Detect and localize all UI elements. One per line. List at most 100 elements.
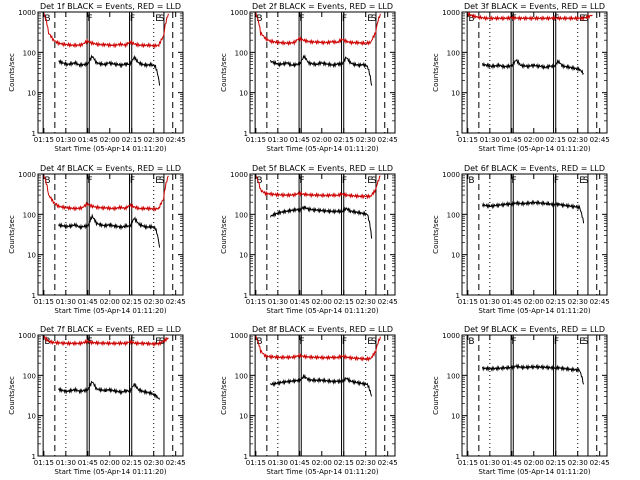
segment-marker-label: S [583,337,589,347]
x-tick-label: 01:30 [480,298,500,306]
y-tick-label: 1 [32,292,36,300]
y-axis-label: Counts/sec [220,215,228,254]
x-tick-label: 01:30 [480,459,500,467]
segment-marker-label: B [44,176,50,186]
x-tick-label: 02:45 [590,459,610,467]
y-tick-label: 100 [23,372,36,380]
y-tick-label: 100 [447,211,460,219]
x-axis-label: Start Time (05-Apr-14 01:11:20) [266,145,378,153]
x-tick-label: 02:00 [312,298,332,306]
segment-marker-label: S [159,176,165,186]
x-axis-label: Start Time (05-Apr-14 01:11:20) [266,307,378,315]
plot-frame [461,334,608,457]
y-axis-label: Counts/sec [220,376,228,415]
panel-det-6: Det 6f BLACK = Events, RED = LLD 1 10 100 10… [432,164,610,315]
segment-marker-label: B [256,337,262,347]
segment-marker-label: E [579,176,585,186]
segment-marker-label: E [155,337,161,347]
y-tick-label: 10 [239,90,248,98]
x-tick-label: 01:15 [458,136,478,144]
y-tick-label: 100 [235,49,248,57]
panel-det-8: Det 8f BLACK = Events, RED = LLD 1 10 100 10… [220,325,398,476]
x-tick-label: 02:00 [100,459,120,467]
y-tick-label: 100 [447,372,460,380]
panel-title: Det 4f BLACK = Events, RED = LLD [40,164,181,173]
segment-marker-label: F [554,176,559,186]
y-tick-label: 10 [239,413,248,421]
x-tick-label: 01:45 [290,298,310,306]
panel-det-3: Det 3f BLACK = Events, RED = LLD 1 10 100 10… [432,2,610,153]
y-tick-label: 10 [27,90,36,98]
x-tick-label: 02:45 [378,136,398,144]
segment-marker-label: E [155,14,161,24]
x-tick-label: 02:30 [356,136,376,144]
y-tick-label: 1000 [18,332,36,340]
plot-frame [37,173,184,296]
panel-title: Det 5f BLACK = Events, RED = LLD [252,164,393,173]
segment-marker-label: B [256,14,262,24]
segment-marker-label: E [367,176,373,186]
y-axis-label: Counts/sec [8,376,16,415]
x-tick-label: 02:45 [378,459,398,467]
y-axis-label: Counts/sec [220,53,228,92]
plot-frame [249,11,396,134]
x-tick-label: 01:15 [246,136,266,144]
y-tick-label: 10 [451,90,460,98]
segment-marker-label: B [468,176,474,186]
panel-title: Det 2f BLACK = Events, RED = LLD [252,2,393,11]
x-tick-label: 02:15 [122,298,142,306]
x-axis-label: Start Time (05-Apr-14 01:11:20) [54,145,166,153]
segment-marker-label: S [371,176,377,186]
segment-marker-label: F [299,176,304,186]
x-tick-label: 02:15 [546,136,566,144]
y-tick-label: 1000 [230,332,248,340]
x-axis-label: Start Time (05-Apr-14 01:11:20) [54,307,166,315]
events-series-line [58,380,161,400]
y-tick-label: 100 [235,372,248,380]
y-tick-label: 10 [451,252,460,260]
x-tick-label: 01:15 [34,459,54,467]
events-series-line [270,373,373,397]
segment-marker-label: E [579,337,585,347]
lld-series-line [467,11,593,22]
x-tick-label: 02:30 [568,298,588,306]
y-tick-label: 1000 [18,171,36,179]
x-tick-label: 01:45 [290,136,310,144]
x-tick-label: 02:45 [378,298,398,306]
events-series-line [58,54,161,86]
y-axis-label: Counts/sec [8,215,16,254]
x-tick-label: 02:30 [144,298,164,306]
x-tick-label: 01:30 [268,459,288,467]
y-tick-label: 10 [451,413,460,421]
panel-title: Det 8f BLACK = Events, RED = LLD [252,325,393,334]
panel-det-4: Det 4f BLACK = Events, RED = LLD 1 10 100 10… [8,164,186,315]
panel-det-1: Det 1f BLACK = Events, RED = LLD 1 10 100 10… [8,2,186,153]
panel-title: Det 9f BLACK = Events, RED = LLD [464,325,605,334]
plot-frame [37,334,184,457]
x-axis-label: Start Time (05-Apr-14 01:11:20) [54,468,166,476]
y-axis-label: Counts/sec [432,376,440,415]
x-tick-label: 01:45 [502,298,522,306]
y-tick-label: 1 [456,130,460,138]
segment-marker-label: F [554,337,559,347]
y-tick-label: 1000 [230,171,248,179]
y-tick-label: 1 [32,130,36,138]
y-tick-label: 1000 [442,171,460,179]
y-tick-label: 100 [23,49,36,57]
y-tick-label: 1000 [18,9,36,17]
y-tick-label: 10 [27,413,36,421]
x-tick-label: 01:15 [458,298,478,306]
segment-marker-label: F [87,14,92,24]
y-tick-label: 10 [239,252,248,260]
segment-marker-label: F [87,176,92,186]
y-tick-label: 1 [244,130,248,138]
x-tick-label: 02:00 [524,298,544,306]
segment-marker-label: F [299,14,304,24]
plot-frame [37,11,184,134]
events-series-line [482,363,585,385]
panel-det-7: Det 7f BLACK = Events, RED = LLD 1 10 100 10… [8,325,186,476]
x-axis-label: Start Time (05-Apr-14 01:11:20) [478,307,590,315]
x-tick-label: 01:15 [34,136,54,144]
x-tick-label: 01:15 [34,298,54,306]
x-tick-label: 02:00 [312,459,332,467]
